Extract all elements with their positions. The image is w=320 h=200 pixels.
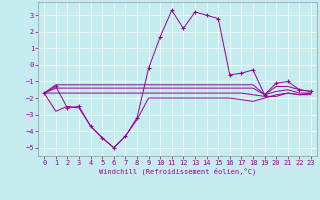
- X-axis label: Windchill (Refroidissement éolien,°C): Windchill (Refroidissement éolien,°C): [99, 168, 256, 175]
